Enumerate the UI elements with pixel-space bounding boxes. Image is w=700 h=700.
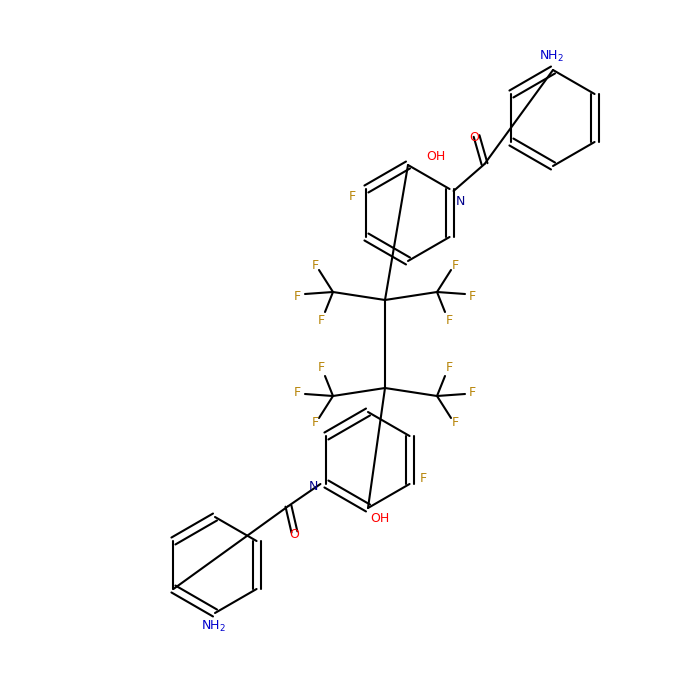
Text: F: F <box>294 290 301 302</box>
Text: N: N <box>309 480 318 493</box>
Text: O: O <box>470 131 480 144</box>
Text: F: F <box>469 290 476 302</box>
Text: F: F <box>469 386 476 398</box>
Text: F: F <box>317 361 325 374</box>
Text: F: F <box>349 190 356 204</box>
Text: F: F <box>317 314 325 327</box>
Text: NH$_2$: NH$_2$ <box>200 619 225 634</box>
Text: F: F <box>420 472 427 484</box>
Text: O: O <box>290 528 300 541</box>
Text: F: F <box>445 361 453 374</box>
Text: F: F <box>294 386 301 398</box>
Text: NH$_2$: NH$_2$ <box>538 49 564 64</box>
Text: N: N <box>456 195 465 208</box>
Text: F: F <box>312 416 318 429</box>
Text: F: F <box>452 416 458 429</box>
Text: OH: OH <box>370 512 390 525</box>
Text: OH: OH <box>426 150 445 163</box>
Text: F: F <box>312 259 318 272</box>
Text: F: F <box>445 314 453 327</box>
Text: F: F <box>452 259 458 272</box>
